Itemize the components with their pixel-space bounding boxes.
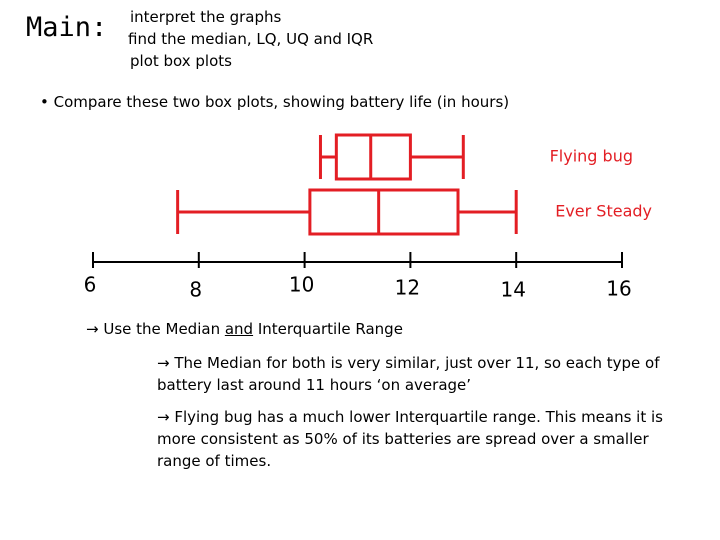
x-tick-label: 12 [395,276,420,300]
legend-label: Ever Steady [555,202,652,221]
header-item: interpret the graphs [130,8,282,26]
question: • Compare these two box plots, showing b… [40,93,510,111]
x-tick-label: 6 [84,273,97,297]
x-tick-label: 8 [189,278,202,302]
box [334,133,412,181]
point-text: and [224,320,254,338]
point-text: → Use the Median [86,320,225,338]
note: → The Median for both is very similar, j… [157,354,660,394]
point: → Use the Median and Interquartile Range [86,320,403,338]
x-tick-label: 16 [606,277,631,301]
note: → Flying bug has a much lower Interquart… [157,408,663,470]
x-tick-label: 10 [289,273,314,297]
header-item: find the median, LQ, UQ and IQR [128,30,374,48]
main-label: Main: [26,12,108,43]
header-item: plot box plots [130,52,232,70]
legend-label: Flying bug [550,147,633,166]
point-text: Interquartile Range [253,320,403,338]
x-tick-label: 14 [500,278,525,302]
box [308,188,460,236]
